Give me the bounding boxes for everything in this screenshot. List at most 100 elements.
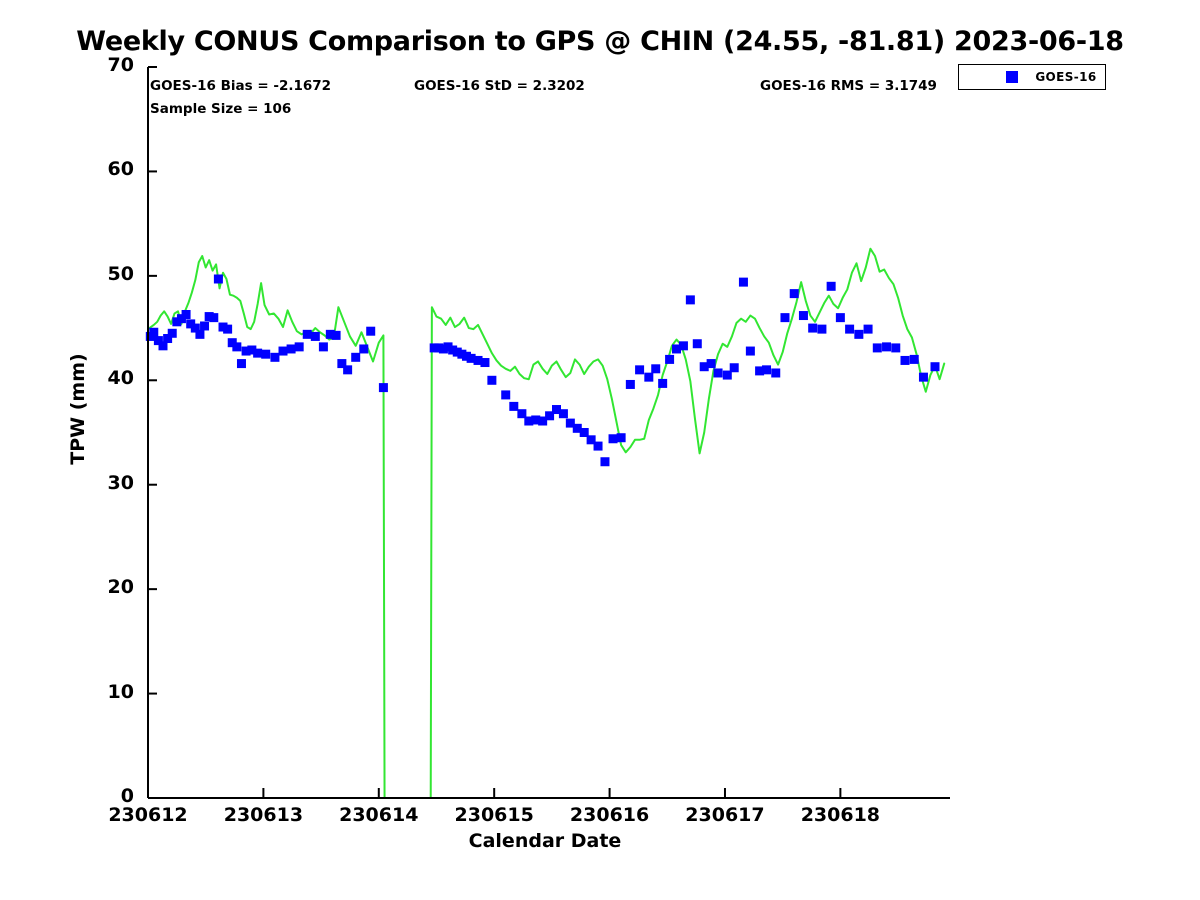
data-point-goes16 <box>780 313 790 323</box>
data-point-goes16 <box>343 365 353 375</box>
data-point-goes16 <box>608 434 618 444</box>
data-point-goes16 <box>789 289 799 299</box>
data-point-goes16 <box>253 348 263 358</box>
data-point-goes16 <box>616 433 626 443</box>
data-point-goes16 <box>176 314 186 324</box>
data-point-goes16 <box>466 353 476 363</box>
data-point-goes16 <box>909 354 919 364</box>
y-tick-label: 10 <box>107 680 134 703</box>
data-point-goes16 <box>473 355 483 365</box>
data-point-goes16 <box>461 351 471 361</box>
data-point-goes16 <box>600 457 610 467</box>
data-point-goes16 <box>247 345 257 355</box>
data-point-goes16 <box>200 321 210 331</box>
data-point-goes16 <box>181 310 191 319</box>
goes16-scatter-series <box>145 274 940 467</box>
x-tick-label: 230616 <box>569 804 650 826</box>
data-point-goes16 <box>438 344 448 354</box>
data-point-goes16 <box>213 274 223 284</box>
data-point-goes16 <box>635 365 645 375</box>
stat-bias: GOES-16 Bias = -2.1672 <box>150 78 332 94</box>
data-point-goes16 <box>167 328 177 338</box>
data-point-goes16 <box>351 352 361 362</box>
legend-marker-goes16-icon <box>1006 71 1018 83</box>
data-point-goes16 <box>517 409 527 419</box>
data-point-goes16 <box>713 368 723 378</box>
data-point-goes16 <box>672 344 682 354</box>
data-point-goes16 <box>337 359 347 369</box>
data-point-goes16 <box>158 341 168 351</box>
data-point-goes16 <box>302 329 312 339</box>
y-tick-label: 30 <box>107 471 134 494</box>
data-point-goes16 <box>294 342 304 352</box>
data-point-goes16 <box>366 326 376 336</box>
data-point-goes16 <box>918 372 928 382</box>
data-point-goes16 <box>872 343 882 353</box>
data-point-goes16 <box>378 383 388 393</box>
x-axis-title: Calendar Date <box>468 830 622 852</box>
legend-box <box>958 64 1106 90</box>
data-point-goes16 <box>579 428 589 437</box>
data-point-goes16 <box>487 375 497 385</box>
data-point-goes16 <box>452 347 462 357</box>
data-point-goes16 <box>706 359 716 369</box>
data-point-goes16 <box>586 435 596 445</box>
data-point-goes16 <box>665 354 675 364</box>
data-point-goes16 <box>227 338 237 348</box>
data-point-goes16 <box>204 312 214 322</box>
y-tick-label: 60 <box>107 158 134 181</box>
stat-std: GOES-16 StD = 2.3202 <box>414 78 585 94</box>
data-point-goes16 <box>480 358 490 368</box>
data-point-goes16 <box>172 317 182 327</box>
x-tick-label: 230617 <box>685 804 765 826</box>
data-point-goes16 <box>538 416 548 426</box>
data-point-goes16 <box>658 378 668 388</box>
data-point-goes16 <box>218 322 228 332</box>
data-point-goes16 <box>882 342 892 352</box>
data-point-goes16 <box>729 363 739 373</box>
data-point-goes16 <box>278 346 288 356</box>
data-point-goes16 <box>195 329 205 339</box>
data-point-goes16 <box>457 349 467 359</box>
stat-sample-size: Sample Size = 106 <box>150 101 292 117</box>
data-point-goes16 <box>325 329 335 339</box>
data-point-goes16 <box>163 334 173 344</box>
data-point-goes16 <box>331 330 341 340</box>
x-tick-label: 230613 <box>223 804 304 826</box>
data-point-goes16 <box>223 324 233 334</box>
data-point-goes16 <box>817 324 827 334</box>
data-point-goes16 <box>552 405 561 415</box>
data-point-goes16 <box>845 324 855 334</box>
data-point-goes16 <box>692 339 702 349</box>
data-point-goes16 <box>572 423 582 433</box>
data-point-goes16 <box>755 366 765 376</box>
data-point-goes16 <box>434 343 444 353</box>
data-point-goes16 <box>644 372 654 382</box>
data-point-goes16 <box>863 324 873 334</box>
data-point-goes16 <box>651 364 661 374</box>
data-point-goes16 <box>558 409 568 419</box>
data-point-goes16 <box>835 313 845 323</box>
y-tick-label: 20 <box>107 576 134 599</box>
data-point-goes16 <box>738 277 748 287</box>
stat-rms: GOES-16 RMS = 3.1749 <box>760 78 937 94</box>
data-point-goes16 <box>318 342 328 352</box>
data-point-goes16 <box>826 281 836 291</box>
data-point-goes16 <box>722 370 732 380</box>
data-point-goes16 <box>762 365 772 375</box>
data-point-goes16 <box>699 362 709 372</box>
data-point-goes16 <box>149 327 159 337</box>
data-point-goes16 <box>509 401 519 411</box>
data-point-goes16 <box>930 362 940 372</box>
y-tick-label: 0 <box>120 785 134 807</box>
data-point-goes16 <box>798 311 808 321</box>
x-tick-label: 230614 <box>339 804 419 826</box>
data-point-goes16 <box>443 342 453 352</box>
data-point-goes16 <box>359 344 369 354</box>
data-point-goes16 <box>531 415 541 425</box>
data-point-goes16 <box>808 323 818 333</box>
legend-label-goes16: GOES-16 <box>1035 70 1097 84</box>
y-tick-label: 70 <box>107 54 134 76</box>
x-tick-label: 230615 <box>454 804 534 826</box>
